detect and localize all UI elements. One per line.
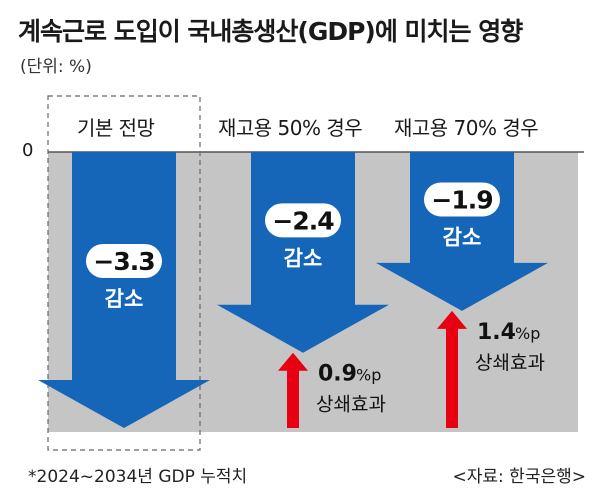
category-label-baseline: 기본 전망 — [77, 116, 155, 140]
zero-tick-label: 0 — [22, 140, 34, 161]
offset-unit-2: %p — [515, 324, 540, 343]
decrease-label-1: 감소 — [105, 287, 144, 311]
decrease-label-2: 감소 — [284, 246, 323, 270]
value-label-3: −1.9 — [431, 185, 492, 214]
offset-label-2: 상쇄효과 — [475, 352, 545, 374]
decrease-arrow-2 — [217, 152, 389, 353]
offset-value-2: 1.4 — [477, 320, 516, 345]
decrease-arrow-3 — [376, 152, 548, 311]
decrease-arrow-1 — [38, 152, 210, 428]
category-label-rehire-70: 재고용 70% 경우 — [394, 116, 539, 140]
offset-arrow-2 — [437, 310, 467, 428]
value-pill-3 — [424, 182, 500, 217]
unit-label: (단위: %) — [20, 57, 92, 77]
offset-unit-1: %p — [356, 366, 381, 385]
source-note: <자료: 한국은행> — [452, 467, 586, 487]
value-pill-2 — [265, 203, 341, 238]
value-label-2: −2.4 — [272, 206, 334, 235]
footnote: *2024~2034년 GDP 누적치 — [28, 467, 248, 487]
category-label-rehire-50: 재고용 50% 경우 — [218, 116, 363, 140]
offset-arrow-1 — [278, 352, 308, 428]
value-label-1: −3.3 — [93, 247, 154, 276]
offset-label-1: 상쇄효과 — [316, 394, 386, 416]
plot-background — [48, 152, 578, 432]
offset-value-1: 0.9 — [318, 362, 357, 387]
chart-title: 계속근로 도입이 국내총생산(GDP)에 미치는 영향 — [18, 17, 523, 46]
value-pill-1 — [86, 244, 162, 278]
highlight-box — [47, 95, 201, 451]
decrease-label-3: 감소 — [443, 225, 482, 249]
